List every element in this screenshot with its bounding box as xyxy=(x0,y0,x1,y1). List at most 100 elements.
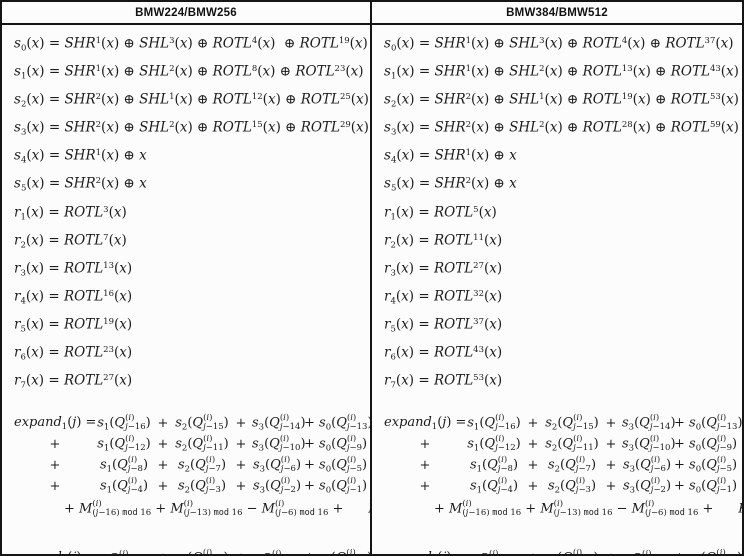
formula-line: r1(x) = ROTL5(x) xyxy=(384,204,497,223)
expand-term-cell: s3(Q (i) j−6) xyxy=(622,455,672,475)
expand-term-cell: s1(Q (i) j−12) xyxy=(97,434,151,454)
expand-term-cell: s3(Q (i) j−6) xyxy=(252,455,302,475)
expand-row: expand1(j) = s1(Q (i) j−16) + s2(Q (i) j−15) + s3… xyxy=(384,413,742,434)
expand-op-cell: + xyxy=(235,458,247,474)
expand-lead-cell: + xyxy=(49,437,61,453)
expand-term-cell: s1(Q (i) j−16) xyxy=(467,413,521,433)
expand-formula-table: expand1(j) = s1(Q (i) j−16) + s2(Q (i) j−15) + s3… xyxy=(384,413,742,521)
expand-term-cell: Q(i)j−16 xyxy=(478,548,499,554)
expand-row: + s1(Q (i) j−12) + s2(Q (i) j−11) + s3(Q (i) j−10) +… xyxy=(384,434,738,455)
formula-line: s1(x) = SHR1(x) ⊕ SHL2(x) ⊕ ROTL13(x) ⊕ … xyxy=(384,63,739,82)
expand-mod-row: + M (i) (j−16) mod 16 + M (i) (j−13) mod 16 … xyxy=(434,498,742,518)
expand-lead-cell: expand1(j) = xyxy=(14,415,97,433)
formula-line: s2(x) = SHR2(x) ⊕ SHL1(x) ⊕ ROTL12(x) ⊕ … xyxy=(14,91,369,110)
expand-op-cell: + xyxy=(235,416,247,432)
expand-row: + s1(Q (i) j−4) + s2(Q (i) j−3) + s3(Q (i) j−2) + s0… xyxy=(384,476,738,497)
formula-line: s3(x) = SHR2(x) ⊕ SHL2(x) ⊕ ROTL15(x) ⊕ … xyxy=(14,119,369,138)
formula-line: r5(x) = ROTL19(x) xyxy=(14,316,133,335)
formula-line: r4(x) = ROTL16(x) xyxy=(14,288,133,307)
expand-term-cell: + s0(Q (i) j−9) xyxy=(304,434,368,454)
formula-line: r4(x) = ROTL32(x) xyxy=(384,288,503,307)
formula-line: r6(x) = ROTL23(x) xyxy=(14,344,133,363)
expand-term-cell: s3(Q (i) j−2) xyxy=(622,476,672,496)
column-bmw224-bmw256: BMW224/BMW256 s0(x) = SHR1(x) ⊕ SHL3(x) … xyxy=(2,2,372,554)
formula-line: r1(x) = ROTL3(x) xyxy=(14,204,127,223)
formula-line: r6(x) = ROTL43(x) xyxy=(384,344,503,363)
expand-term-cell: s2(Q (i) j−7) xyxy=(177,455,227,475)
expand-op-cell: + xyxy=(600,548,622,554)
expand-row: expand2(j) = Q(i)j−16 +r1(Q(i)j−15)+ Q(i)j−… xyxy=(384,548,742,554)
expand-term-cell: + s0(Q(i)j−13) xyxy=(674,413,742,433)
formula-line: r2(x) = ROTL7(x) xyxy=(14,232,127,251)
expand-lead-cell: + xyxy=(419,479,431,495)
expand-lead-cell: expand1(j) = xyxy=(384,415,467,433)
expand-term-cell: s1(Q (i) j−8) xyxy=(469,455,519,475)
expand-term-cell: s1(Q (i) j−8) xyxy=(99,455,149,475)
expand-op-cell: + xyxy=(527,437,539,453)
expand2-block-left: expand2(j) = Q(i)j−16 +r1(Q(i)j−15)+ Q(i)j−… xyxy=(14,548,370,554)
expand-mod-row: + M (i) (j−16) mod 16 + M (i) (j−13) mod 16 … xyxy=(64,498,370,518)
formula-line: r7(x) = ROTL27(x) xyxy=(14,372,133,391)
formula-line: s0(x) = SHR1(x) ⊕ SHL3(x) ⊕ ROTL4(x) ⊕ R… xyxy=(384,35,734,54)
expand-op-cell: + xyxy=(235,437,247,453)
expand-lead-cell: + xyxy=(49,479,61,495)
formula-line: s2(x) = SHR2(x) ⊕ SHL1(x) ⊕ ROTL19(x) ⊕ … xyxy=(384,91,739,110)
expand-op-cell: + xyxy=(605,458,617,474)
expand-term-cell: s2(Q (i) j−11) xyxy=(175,434,229,454)
formula-line: r3(x) = ROTL13(x) xyxy=(14,260,133,279)
expand-op-cell: + xyxy=(235,479,247,495)
expand-term-cell: r1(Q(i)j−15) xyxy=(175,548,228,554)
expand-term-cell: s3(Q (i) j−10) xyxy=(252,434,306,454)
expand-op-cell: + xyxy=(527,479,539,495)
expand-term-cell: s3(Q (i) j−2) xyxy=(252,476,302,496)
formula-line: s4(x) = SHR1(x) ⊕ x xyxy=(14,147,147,166)
expand-row: + M (i) (j−16) mod 16 + M (i) (j−13) mod 16 … xyxy=(384,497,742,521)
expand-term-cell: s3(Q (i) j−14) xyxy=(622,413,676,433)
column-body-left: s0(x) = SHR1(x) ⊕ SHL3(x) ⊕ ROTL4(x) ⊕ R… xyxy=(2,25,370,555)
expand-row: + s1(Q (i) j−8) + s2(Q (i) j−7) + s3(Q (i) j−6) + s0… xyxy=(14,455,368,476)
expand-term-cell: + s0(Q (i) j−5) xyxy=(304,455,368,475)
expand-op-cell: + xyxy=(527,458,539,474)
column-header-left: BMW224/BMW256 xyxy=(2,2,370,25)
formula-line: s3(x) = SHR2(x) ⊕ SHL2(x) ⊕ ROTL28(x) ⊕ … xyxy=(384,119,739,138)
expand-lead-cell: + xyxy=(419,458,431,474)
expand-term-cell: Q(i)j−14 xyxy=(261,548,282,554)
expand-lead-cell: + xyxy=(49,458,61,474)
expand-term-cell: + r2(Q(i)j−13) xyxy=(674,548,742,554)
expand-term-cell: s1(Q (i) j−4) xyxy=(99,476,149,496)
expand-term-cell: s1(Q (i) j−12) xyxy=(467,434,521,454)
expand-formula-table: expand1(j) = s1(Q (i) j−16) + s2(Q (i) j−15) + s3… xyxy=(14,413,370,521)
expand-row: expand2(j) = Q(i)j−16 +r1(Q(i)j−15)+ Q(i)j−… xyxy=(14,548,370,554)
expand-term-cell: s3(Q (i) j−10) xyxy=(622,434,676,454)
expand1-block-left: expand1(j) = s1(Q (i) j−16) + s2(Q (i) j−15) + s3… xyxy=(14,413,370,521)
formula-line: r3(x) = ROTL27(x) xyxy=(384,260,503,279)
expand-op-cell: + xyxy=(527,416,539,432)
column-bmw384-bmw512: BMW384/BMW512 s0(x) = SHR1(x) ⊕ SHL3(x) … xyxy=(372,2,742,554)
expand-lead-cell: + xyxy=(419,437,431,453)
expand-formula-table: expand2(j) = Q(i)j−16 +r1(Q(i)j−15)+ Q(i)j−… xyxy=(14,548,370,554)
expand-row: + s1(Q (i) j−4) + s2(Q (i) j−3) + s3(Q (i) j−2) + s0… xyxy=(14,476,368,497)
expand-term-cell: + s0(Q (i) j−1) xyxy=(304,476,368,496)
formula-line: r7(x) = ROTL53(x) xyxy=(384,372,503,391)
expand-lead-cell: expand2(j) = xyxy=(14,548,96,554)
expand-op-cell: + xyxy=(157,437,169,453)
expand1-block-right: expand1(j) = s1(Q (i) j−16) + s2(Q (i) j−15) + s3… xyxy=(384,413,742,521)
expand-term-cell: + s0(Q(i)j−13) xyxy=(304,413,370,433)
expand-op-cell: + xyxy=(605,416,617,432)
expand-op-cell: + xyxy=(230,548,252,554)
expand-term-cell: + s0(Q (i) j−9) xyxy=(674,434,738,454)
column-body-right: s0(x) = SHR1(x) ⊕ SHL3(x) ⊕ ROTL4(x) ⊕ R… xyxy=(372,25,742,555)
expand-op-cell: + xyxy=(522,548,544,554)
column-header-right: BMW384/BMW512 xyxy=(372,2,742,25)
expand-term-cell: s2(Q (i) j−3) xyxy=(547,476,597,496)
expand-row: expand1(j) = s1(Q (i) j−16) + s2(Q (i) j−15) + s3… xyxy=(14,413,370,434)
expand-term-cell: s3(Q (i) j−14) xyxy=(252,413,306,433)
expand-term-cell: Q(i)j−16 xyxy=(108,548,129,554)
expand-row: + M (i) (j−16) mod 16 + M (i) (j−13) mod 16 … xyxy=(14,497,370,521)
expand-lead-cell: expand2(j) = xyxy=(384,548,466,554)
formula-line: s0(x) = SHR1(x) ⊕ SHL3(x) ⊕ ROTL4(x) ⊕ R… xyxy=(14,35,368,54)
formula-line: s5(x) = SHR2(x) ⊕ x xyxy=(384,175,517,194)
expand-formula-table: expand2(j) = Q(i)j−16 +r1(Q(i)j−15)+ Q(i)j−… xyxy=(384,548,742,554)
expand-row: + s1(Q (i) j−8) + s2(Q (i) j−7) + s3(Q (i) j−6) + s0… xyxy=(384,455,738,476)
